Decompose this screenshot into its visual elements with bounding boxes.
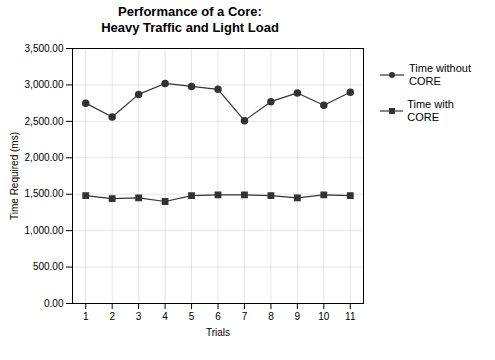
- svg-text:3,500.00: 3,500.00: [25, 43, 64, 54]
- svg-text:5: 5: [189, 311, 195, 322]
- svg-text:3: 3: [136, 311, 142, 322]
- svg-text:8: 8: [268, 311, 274, 322]
- svg-text:10: 10: [318, 311, 330, 322]
- svg-text:500.00: 500.00: [33, 261, 64, 272]
- svg-text:11: 11: [345, 311, 356, 322]
- svg-text:4: 4: [162, 311, 168, 322]
- svg-text:3,000.00: 3,000.00: [25, 79, 64, 90]
- svg-text:6: 6: [215, 311, 221, 322]
- html-text:Performance of a Core: Heavy T: Performance of a Core: Heavy Traffic and…: [101, 4, 279, 35]
- svg-text:Time Required (ms): Time Required (ms): [9, 132, 20, 220]
- svg-text:Trials: Trials: [206, 327, 230, 338]
- svg-text:2,000.00: 2,000.00: [25, 152, 64, 163]
- svg-text:9: 9: [295, 311, 301, 322]
- svg-text:0.00: 0.00: [44, 298, 64, 309]
- svg-text:7: 7: [242, 311, 248, 322]
- svg-text:1,500.00: 1,500.00: [25, 188, 64, 199]
- html-text:Time with CORE: Time with CORE: [407, 98, 454, 123]
- svg-text:2,500.00: 2,500.00: [25, 116, 64, 127]
- svg-text:1: 1: [83, 311, 89, 322]
- svg-text:2: 2: [109, 311, 115, 322]
- svg-text:1,000.00: 1,000.00: [25, 225, 64, 236]
- html-text:Time without CORE: Time without CORE: [409, 62, 471, 87]
